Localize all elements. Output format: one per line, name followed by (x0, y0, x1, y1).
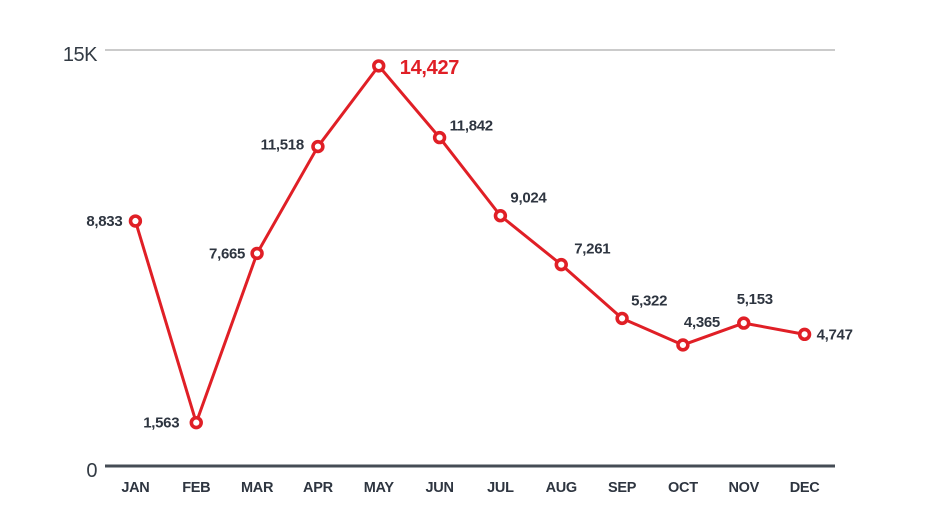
x-tick-label-apr: APR (303, 480, 334, 496)
data-label-jun: 11,842 (450, 118, 493, 135)
data-label-may: 14,427 (400, 57, 460, 79)
data-point-jul (493, 209, 508, 223)
data-label-dec: 4,747 (817, 326, 853, 343)
data-label-sep: 5,322 (631, 292, 667, 309)
data-point-aug (554, 257, 568, 272)
data-point-feb (189, 415, 203, 430)
x-tick-label-feb: FEB (182, 480, 210, 496)
data-label-aug: 7,261 (574, 241, 610, 258)
data-point-jan (128, 214, 143, 228)
x-tick-label-oct: OCT (668, 480, 698, 496)
x-tick-label-mar: MAR (241, 480, 274, 496)
data-point-dec (797, 327, 812, 342)
x-tick-label-sep: SEP (608, 480, 637, 496)
x-tick-label-dec: DEC (790, 480, 821, 496)
x-tick-label-jul: JUL (487, 480, 514, 496)
data-point-jun (432, 130, 447, 145)
x-tick-label-jun: JUN (426, 480, 454, 496)
data-point-may (372, 59, 386, 73)
data-point-nov (737, 316, 751, 330)
x-tick-label-jan: JAN (121, 480, 149, 496)
data-point-sep (615, 311, 629, 326)
data-label-oct: 4,365 (684, 314, 720, 331)
data-point-mar (250, 246, 264, 261)
y-tick-label: 0 (86, 460, 97, 482)
data-label-feb: 1,563 (143, 415, 179, 432)
data-point-apr (311, 139, 325, 154)
x-tick-label-aug: AUG (546, 480, 577, 496)
data-label-jul: 9,024 (510, 190, 547, 207)
data-label-nov: 5,153 (737, 291, 773, 308)
y-tick-label: 15K (63, 44, 98, 66)
data-point-oct (676, 338, 690, 352)
series-line (133, 64, 807, 425)
data-label-mar: 7,665 (209, 245, 245, 262)
x-tick-label-nov: NOV (728, 480, 759, 496)
data-label-jan: 8,833 (86, 213, 122, 230)
x-tick-label-may: MAY (364, 480, 395, 496)
data-label-apr: 11,518 (261, 137, 304, 154)
